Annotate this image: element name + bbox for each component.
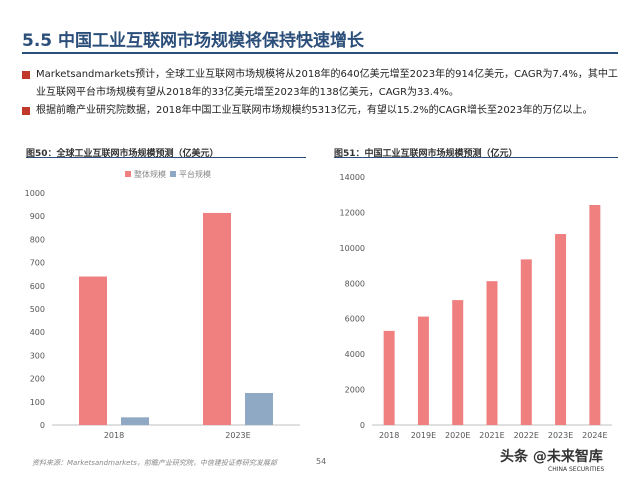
chart2-title-rule <box>334 157 618 158</box>
chart1-title: 图50：全球工业互联网市场规模预测（亿美元） <box>26 149 219 159</box>
y-tick-label: 1000 <box>25 189 45 198</box>
x-tick-label: 2021E <box>479 431 504 440</box>
chart1-title-rule <box>26 157 306 158</box>
legend-label: 平台规模 <box>179 169 211 179</box>
x-tick-label: 2022E <box>514 431 539 440</box>
y-tick-label: 0 <box>360 421 365 430</box>
y-tick-label: 0 <box>40 421 45 430</box>
bar-series-1 <box>245 392 273 425</box>
bar-series-1 <box>121 417 149 425</box>
y-tick-label: 6000 <box>345 315 365 324</box>
y-tick-label: 900 <box>30 212 45 221</box>
bullet-item: Marketsandmarkets预计，全球工业互联网市场规模将从2018年的6… <box>22 66 618 102</box>
y-tick-label: 500 <box>30 305 45 314</box>
bullet-square-icon <box>22 107 30 115</box>
legend-swatch <box>170 171 176 177</box>
watermark-sub: CHINA SECURITIES <box>548 466 605 473</box>
bar-value <box>383 330 395 425</box>
y-tick-label: 10000 <box>340 244 365 253</box>
y-tick-label: 12000 <box>340 208 365 217</box>
bar-series-0 <box>79 276 107 425</box>
x-tick-label: 2019E <box>411 431 436 440</box>
title-divider <box>22 52 618 54</box>
x-tick-label: 2023E <box>548 431 573 440</box>
bar-value <box>452 300 464 425</box>
page-number: 54 <box>316 457 327 466</box>
chart2-title: 图51：中国工业互联网市场规模预测（亿元） <box>334 149 518 159</box>
y-tick-label: 4000 <box>345 350 365 359</box>
y-tick-label: 700 <box>30 259 45 268</box>
bullet-item: 根据前瞻产业研究院数据，2018年中国工业互联网市场规模约5313亿元，有望以1… <box>22 102 618 120</box>
legend-swatch <box>125 171 131 177</box>
bullet-text: Marketsandmarkets预计，全球工业互联网市场规模将从2018年的6… <box>36 69 618 98</box>
x-tick-label: 2018 <box>379 431 399 440</box>
y-tick-label: 600 <box>30 282 45 291</box>
bar-value <box>486 281 498 425</box>
x-tick-label: 2024E <box>582 431 607 440</box>
y-tick-label: 8000 <box>345 279 365 288</box>
bar-value <box>555 234 567 425</box>
x-tick-label: 2018 <box>104 431 124 440</box>
x-tick-label: 2020E <box>445 431 470 440</box>
bar-series-0 <box>203 212 231 425</box>
bullet-square-icon <box>22 71 30 79</box>
y-tick-label: 2000 <box>345 386 365 395</box>
bullet-list: Marketsandmarkets预计，全球工业互联网市场规模将从2018年的6… <box>22 66 618 120</box>
bullet-text: 根据前瞻产业研究院数据，2018年中国工业互联网市场规模约5313亿元，有望以1… <box>36 105 593 116</box>
bar-value <box>520 259 532 425</box>
y-tick-label: 200 <box>30 375 45 384</box>
source-footnote: 资料来源：Marketsandmarkets，前瞻产业研究院，中信建投证券研究发… <box>32 459 277 467</box>
legend-label: 整体规模 <box>134 169 166 179</box>
y-tick-label: 14000 <box>340 173 365 182</box>
bar-value <box>417 316 429 425</box>
slide-title: 5.5 中国工业互联网市场规模将保持快速增长 <box>22 31 365 51</box>
bar-value <box>589 204 601 425</box>
y-tick-label: 800 <box>30 235 45 244</box>
watermark: 头条 @未来智库 <box>500 449 603 465</box>
y-tick-label: 400 <box>30 328 45 337</box>
y-tick-label: 100 <box>30 398 45 407</box>
y-tick-label: 300 <box>30 351 45 360</box>
x-tick-label: 2023E <box>225 431 250 440</box>
